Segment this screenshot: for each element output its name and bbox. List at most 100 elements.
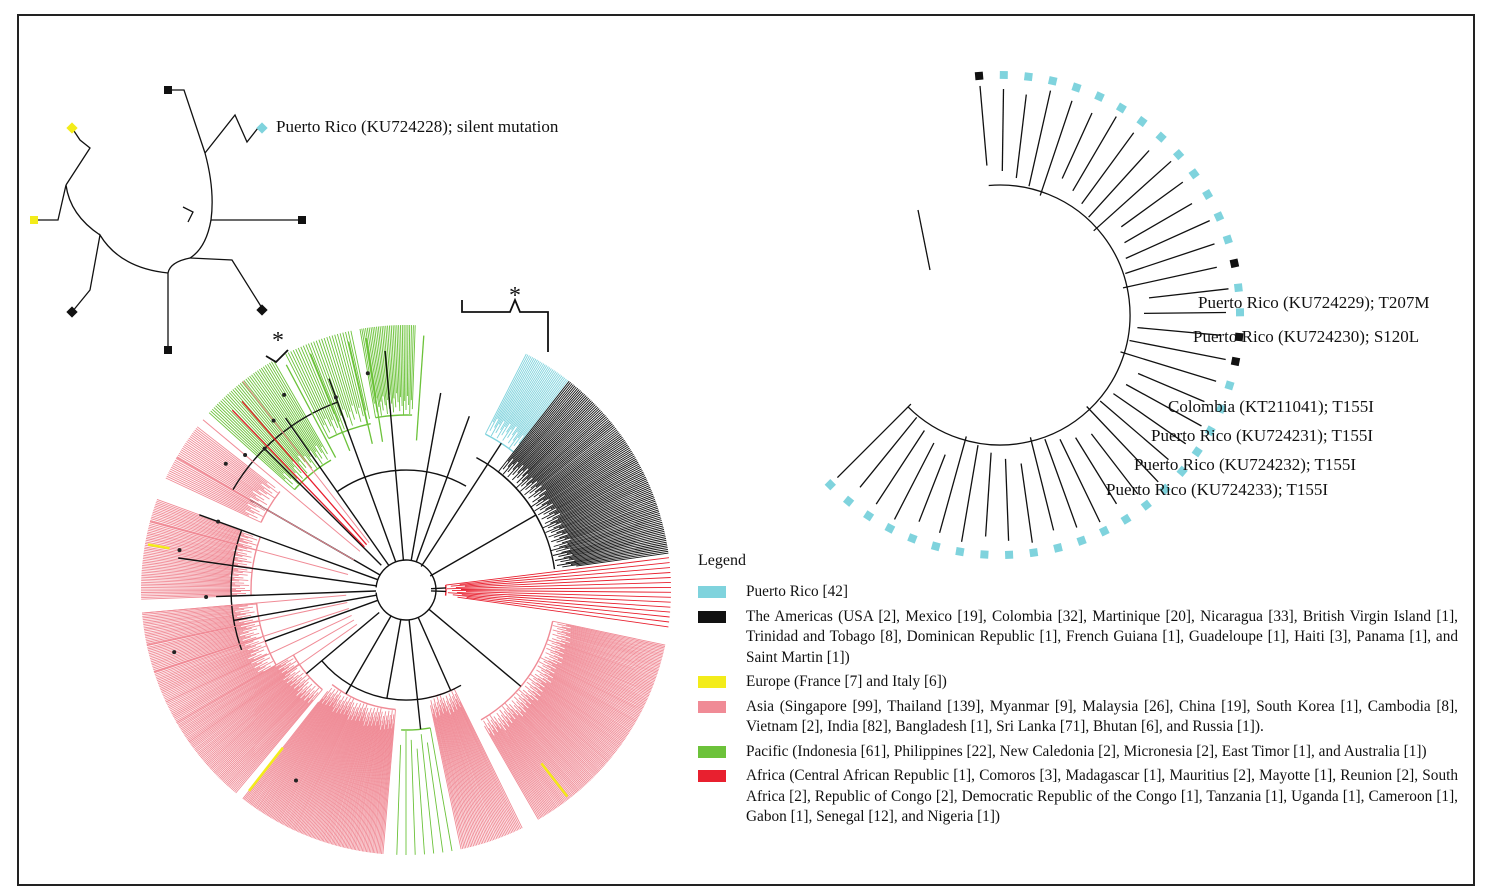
big-tree-leaf-line	[517, 393, 586, 468]
big-tree-leaf-line	[550, 668, 639, 718]
big-tree-node-dot	[262, 446, 267, 451]
small-tree-branch	[204, 113, 259, 154]
big-tree-leaf-line	[570, 549, 668, 565]
big-tree-leaf-line	[507, 369, 554, 438]
big-tree-leaf-line	[535, 695, 612, 758]
big-tree-leaf-line	[209, 677, 311, 769]
big-tree-leaf-line	[446, 581, 671, 590]
big-tree-leaf-line	[160, 649, 259, 691]
big-tree-leaf-line	[152, 511, 244, 541]
big-tree-leaf-line	[561, 626, 665, 652]
big-tree-leaf-line	[173, 461, 257, 508]
big-tree-branch	[428, 608, 522, 687]
big-tree-leaf-line	[227, 393, 295, 468]
big-tree-leaf-line	[150, 632, 255, 663]
big-tree-leaf-line	[285, 705, 348, 827]
big-tree-leaf-line	[379, 714, 395, 854]
big-tree-leaf-line	[553, 659, 646, 705]
big-tree-leaf-line	[561, 485, 650, 524]
big-tree-leaf-line	[443, 713, 484, 844]
big-tree-leaf-line	[161, 653, 251, 692]
right-tree-label-ku724232: Puerto Rico (KU724232); T155I	[1134, 455, 1356, 474]
big-tree-leaf-line	[456, 591, 671, 603]
big-tree-leaf-line	[248, 703, 323, 804]
big-tree-leaf-line	[196, 426, 276, 489]
big-tree-leaf-line	[528, 677, 622, 745]
big-tree-leaf-line	[542, 480, 648, 529]
big-tree-leaf-line	[332, 716, 370, 845]
big-tree-leaf-line	[556, 636, 659, 670]
big-tree-leaf-line	[234, 387, 308, 474]
big-tree-leaf-line	[541, 449, 631, 506]
big-tree-leaf-line	[493, 735, 544, 817]
right-tree-branch	[1120, 181, 1184, 228]
big-tree-leaf-line	[540, 669, 635, 726]
big-tree-leaf-line	[148, 526, 252, 553]
big-tree-leaf-line	[296, 719, 349, 832]
small-tree-leaf	[164, 86, 172, 94]
big-tree-leaf-line	[334, 334, 358, 414]
small-tree	[35, 89, 302, 348]
big-tree-leaf-line	[533, 433, 621, 498]
big-tree-leaf-line	[374, 326, 384, 397]
big-tree-leaf-line	[201, 685, 291, 760]
right-tree-branch	[875, 430, 925, 505]
big-tree-leaf-line	[157, 645, 257, 683]
right-tree-label-kt211041: Colombia (KT211041); T155I	[1168, 397, 1374, 416]
right-tree-leaf	[863, 510, 875, 522]
big-tree-leaf-line	[183, 660, 297, 735]
big-tree-leaf-line	[254, 693, 335, 809]
big-tree-branch	[178, 557, 377, 587]
big-tree-leaf-line	[309, 353, 351, 452]
big-tree-leaf-line	[559, 471, 644, 514]
big-tree-leaf-line	[243, 380, 313, 469]
big-tree-leaf-line	[518, 697, 599, 774]
big-tree-leaf-line	[195, 670, 301, 752]
big-tree-leaf-line	[317, 707, 365, 841]
big-tree-leaf-line	[539, 453, 634, 511]
big-tree-leaf-line	[498, 358, 537, 425]
big-tree-leaf-line	[500, 728, 557, 809]
big-tree-leaf-line	[313, 341, 342, 416]
puerto-rico-clade-bracket	[461, 297, 549, 352]
big-tree-leaf-line	[156, 500, 241, 532]
big-tree-leaf-line	[546, 470, 643, 520]
big-tree-leaf-line	[497, 717, 562, 806]
big-tree-leaf-line	[249, 692, 332, 805]
right-tree-label-ku724229: Puerto Rico (KU724229); T207M	[1198, 293, 1430, 312]
big-tree-leaf-line	[426, 742, 444, 853]
right-tree-leaf	[1047, 76, 1058, 86]
big-tree-leaf-line	[492, 729, 547, 816]
right-tree-branch	[1129, 339, 1226, 361]
big-tree-leaf-line	[496, 362, 543, 439]
big-tree-leaf-line	[544, 673, 633, 728]
big-tree-leaf-line	[247, 377, 312, 463]
big-tree-leaf-line	[151, 632, 260, 666]
big-tree-leaf-line	[505, 716, 571, 799]
big-tree-leaf-line	[162, 658, 249, 697]
big-tree-pacific-branches	[285, 335, 425, 458]
right-tree-leaf	[999, 70, 1008, 80]
big-tree-clade-arc	[401, 727, 431, 731]
big-tree-leaf-line	[142, 603, 257, 616]
big-tree-leaf-line	[554, 468, 642, 515]
big-tree-leaf-line	[453, 711, 504, 837]
big-tree-leaf-line	[539, 686, 621, 747]
big-tree-leaf-line	[508, 375, 563, 449]
big-tree-leaf-line	[443, 708, 487, 843]
big-tree-leaf-line	[489, 355, 530, 432]
big-tree-leaf-line	[210, 410, 286, 480]
big-tree-leaf-line	[155, 644, 246, 677]
big-tree-leaf-line	[536, 446, 630, 507]
big-tree-clade	[480, 620, 666, 820]
big-tree-leaf-line	[278, 696, 348, 823]
big-tree-leaf-line	[265, 706, 334, 815]
big-tree-leaf-line	[346, 725, 376, 849]
big-tree-leaf-line	[558, 654, 651, 694]
big-tree-leaf-line	[223, 397, 296, 474]
big-tree-leaf-line	[540, 695, 615, 755]
big-tree-leaf-line	[521, 408, 600, 482]
big-tree-leaf-line	[167, 662, 258, 707]
big-tree-leaf-line	[546, 647, 651, 693]
big-tree-leaf-line	[309, 720, 356, 838]
